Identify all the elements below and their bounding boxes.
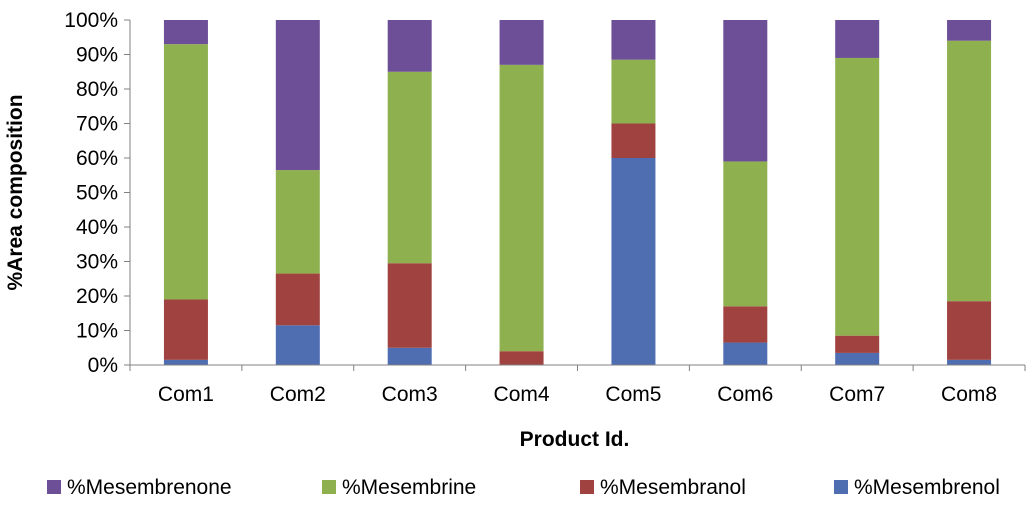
x-tick-label: Com3 — [382, 383, 438, 406]
bar-com2-mesembrine — [275, 170, 320, 274]
bar-com5-mesembrenol — [611, 158, 656, 365]
y-tick-label: 50% — [76, 182, 118, 205]
y-tick-label: 10% — [76, 320, 118, 343]
y-tick-label: 90% — [76, 44, 118, 67]
x-tick-label: Com7 — [829, 383, 885, 406]
bar-com1-mesembrenol — [163, 359, 208, 365]
labels-layer: 0% 10% 20% 30% 40% 50% 60% 70% 80% 90% 100% Com1 Com… — [4, 9, 997, 451]
legend-label: %Mesembranol — [600, 476, 746, 499]
y-tick-label: 30% — [76, 251, 118, 274]
bar-com6-mesembrenol — [723, 342, 768, 365]
axes-layer — [124, 19, 1026, 371]
bar-com7-mesembrenone — [835, 20, 880, 58]
bar-com8-mesembrine — [947, 40, 992, 302]
bar-com5-mesembrenone — [611, 20, 656, 60]
legend-label: %Mesembrenol — [854, 476, 1000, 499]
bar-com1-mesembrine — [163, 44, 208, 300]
bar-com6-mesembranol — [723, 306, 768, 343]
bar-com3-mesembrenone — [387, 20, 432, 72]
bar-com2-mesembrenone — [275, 20, 320, 171]
bar-com3-mesembrenol — [387, 347, 432, 365]
legend-label: %Mesembrenone — [67, 476, 232, 499]
bar-com8-mesembrenol — [947, 359, 992, 365]
legend-swatch — [580, 480, 594, 494]
bar-com7-mesembrenol — [835, 352, 880, 365]
bar-com8-mesembrenone — [947, 20, 992, 41]
legend: %Mesembrenone %Mesembrine %Mesembranol %Mes… — [47, 476, 1000, 499]
bar-com6-mesembrenone — [723, 20, 768, 162]
y-tick-label: 20% — [76, 285, 118, 308]
bar-com4-mesembranol — [499, 351, 544, 365]
x-tick-label: Com1 — [158, 383, 214, 406]
bar-com7-mesembrine — [835, 57, 880, 336]
x-axis-title: Product Id. — [520, 428, 630, 451]
y-tick-label: 40% — [76, 216, 118, 239]
bars-layer — [163, 20, 992, 365]
legend-label: %Mesembrine — [342, 476, 476, 499]
bar-com4-mesembrine — [499, 64, 544, 352]
bar-com3-mesembranol — [387, 263, 432, 348]
y-tick-label: 0% — [88, 354, 118, 377]
bar-com3-mesembrine — [387, 71, 432, 264]
bar-com1-mesembranol — [163, 299, 208, 360]
bar-com7-mesembranol — [835, 335, 880, 353]
legend-swatch — [834, 480, 848, 494]
y-tick-label: 70% — [76, 113, 118, 136]
bar-com1-mesembrenone — [163, 20, 208, 45]
bar-com8-mesembranol — [947, 301, 992, 360]
y-axis-title: %Area composition — [4, 94, 27, 290]
bar-com6-mesembrine — [723, 161, 768, 307]
y-tick-label: 100% — [64, 9, 118, 32]
bar-com5-mesembrine — [611, 59, 656, 124]
bar-com5-mesembranol — [611, 123, 656, 158]
x-tick-label: Com8 — [941, 383, 997, 406]
bar-com2-mesembrenol — [275, 325, 320, 365]
legend-swatch — [47, 480, 61, 494]
x-tick-label: Com4 — [494, 383, 550, 406]
legend-swatch — [322, 480, 336, 494]
bar-com4-mesembrenone — [499, 20, 544, 65]
y-tick-label: 60% — [76, 147, 118, 170]
y-tick-label: 80% — [76, 78, 118, 101]
x-tick-label: Com2 — [270, 383, 326, 406]
x-tick-label: Com5 — [605, 383, 661, 406]
x-tick-label: Com6 — [717, 383, 773, 406]
bar-com2-mesembranol — [275, 273, 320, 326]
